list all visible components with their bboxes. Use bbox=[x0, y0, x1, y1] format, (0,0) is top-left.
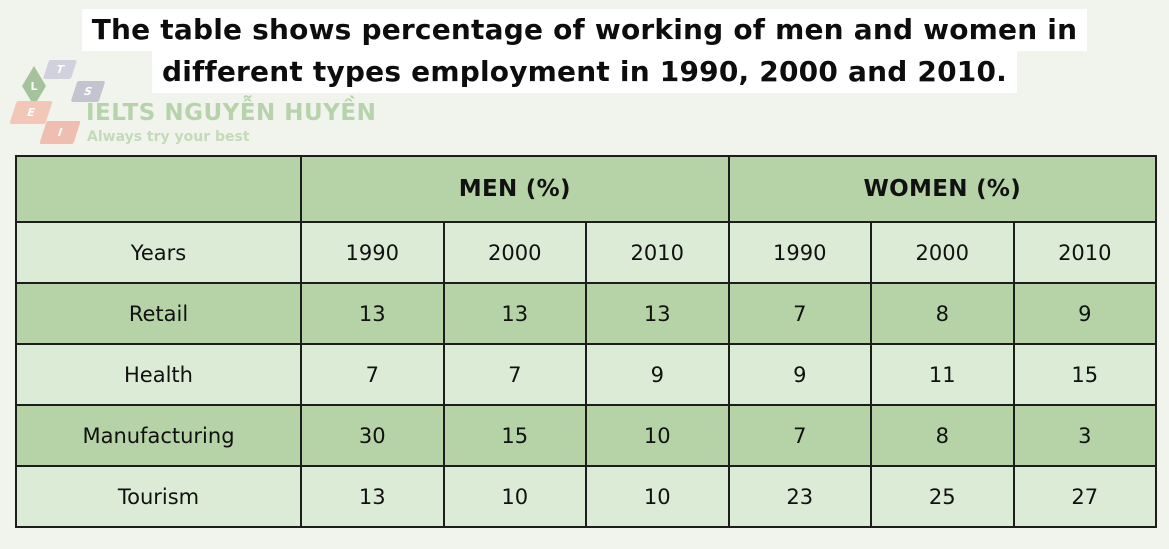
brand-name: IELTS NGUYỄN HUYỀN bbox=[86, 100, 377, 126]
value-cell: 25 bbox=[870, 465, 1015, 528]
value-cell: 7 bbox=[727, 282, 873, 345]
value-cell: 27 bbox=[1012, 465, 1158, 528]
men-group-header: MEN (%) bbox=[300, 155, 730, 223]
corner-cell bbox=[15, 155, 302, 223]
page-title: The table shows percentage of working of… bbox=[0, 0, 1169, 93]
employment-table: MEN (%) WOMEN (%) Years 1990 2000 2010 1… bbox=[15, 155, 1158, 528]
value-cell: 7 bbox=[442, 343, 587, 406]
value-cell: 15 bbox=[442, 404, 587, 467]
title-line-1: The table shows percentage of working of… bbox=[81, 9, 1088, 51]
year-cell: 2010 bbox=[585, 221, 730, 284]
row-label: Health bbox=[15, 343, 302, 406]
value-cell: 10 bbox=[585, 404, 730, 467]
value-cell: 7 bbox=[300, 343, 445, 406]
brand-tagline: Always try your best bbox=[87, 129, 250, 145]
years-header-cell: Years bbox=[15, 221, 302, 284]
value-cell: 7 bbox=[727, 404, 873, 467]
table-row-health: Health 7 7 9 9 11 15 bbox=[15, 343, 1158, 406]
year-cell: 2000 bbox=[870, 221, 1015, 284]
value-cell: 8 bbox=[870, 404, 1015, 467]
value-cell: 15 bbox=[1012, 343, 1158, 406]
value-cell: 9 bbox=[1012, 282, 1158, 345]
table-row-manufacturing: Manufacturing 30 15 10 7 8 3 bbox=[15, 404, 1158, 467]
table-row-tourism: Tourism 13 10 10 23 25 27 bbox=[15, 465, 1158, 528]
year-cell: 1990 bbox=[727, 221, 873, 284]
value-cell: 9 bbox=[585, 343, 730, 406]
row-label: Tourism bbox=[15, 465, 302, 528]
title-line-2: different types employment in 1990, 2000… bbox=[152, 51, 1017, 93]
women-group-header: WOMEN (%) bbox=[727, 155, 1158, 223]
table-row-group-headers: MEN (%) WOMEN (%) bbox=[15, 155, 1158, 223]
value-cell: 13 bbox=[300, 465, 445, 528]
value-cell: 13 bbox=[442, 282, 587, 345]
table-row-years: Years 1990 2000 2010 1990 2000 2010 bbox=[15, 221, 1158, 284]
value-cell: 9 bbox=[727, 343, 873, 406]
year-cell: 2000 bbox=[442, 221, 587, 284]
value-cell: 13 bbox=[585, 282, 730, 345]
value-cell: 11 bbox=[870, 343, 1015, 406]
logo-tile-i-icon: I bbox=[39, 121, 81, 144]
value-cell: 30 bbox=[300, 404, 445, 467]
row-label: Manufacturing bbox=[15, 404, 302, 467]
year-cell: 1990 bbox=[300, 221, 445, 284]
table-row-retail: Retail 13 13 13 7 8 9 bbox=[15, 282, 1158, 345]
year-cell: 2010 bbox=[1012, 221, 1158, 284]
value-cell: 10 bbox=[585, 465, 730, 528]
value-cell: 8 bbox=[870, 282, 1015, 345]
value-cell: 13 bbox=[300, 282, 445, 345]
brand-logo: L T S E I IELTS NGUYỄN HUYỀN Always try … bbox=[9, 60, 376, 152]
row-label: Retail bbox=[15, 282, 302, 345]
value-cell: 3 bbox=[1012, 404, 1158, 467]
value-cell: 10 bbox=[442, 465, 587, 528]
value-cell: 23 bbox=[727, 465, 873, 528]
